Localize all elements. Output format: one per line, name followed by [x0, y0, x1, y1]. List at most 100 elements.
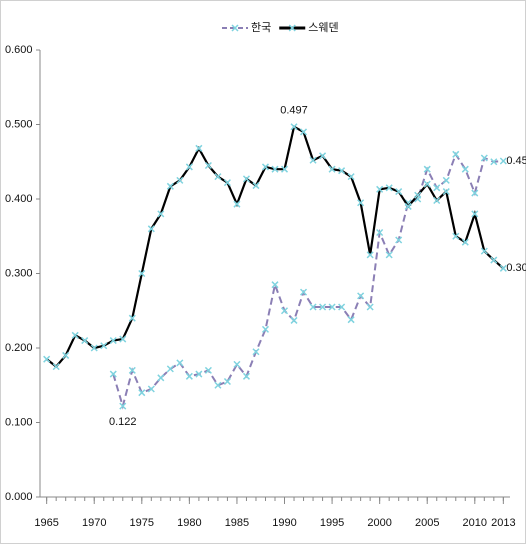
- marker: [499, 264, 507, 272]
- marker: [499, 157, 507, 165]
- marker: [233, 360, 241, 368]
- marker: [157, 374, 165, 382]
- marker: [490, 256, 498, 264]
- marker: [147, 225, 155, 233]
- marker: [147, 385, 155, 393]
- marker: [204, 366, 212, 374]
- marker: [423, 180, 431, 188]
- x-tick-label: 2010: [463, 517, 487, 529]
- marker: [480, 154, 488, 162]
- x-tick-label: 1995: [320, 517, 344, 529]
- marker: [204, 161, 212, 170]
- marker: [280, 307, 289, 315]
- marker: [223, 179, 231, 187]
- marker: [433, 184, 441, 192]
- marker: [157, 210, 165, 218]
- marker: [300, 128, 308, 136]
- marker: [166, 182, 174, 190]
- data-label: 0.451: [506, 155, 526, 167]
- marker: [119, 402, 127, 410]
- marker: [452, 150, 460, 158]
- legend-marker: [288, 24, 296, 32]
- y-tick-label: 0.400: [5, 193, 33, 205]
- marker: [480, 247, 488, 255]
- marker: [366, 303, 374, 311]
- x-tick-label: 1990: [272, 517, 296, 529]
- marker: [290, 316, 298, 324]
- marker: [252, 182, 260, 190]
- marker: [338, 167, 346, 175]
- marker: [490, 158, 498, 166]
- x-tick-label: 1970: [82, 517, 106, 529]
- marker: [404, 202, 412, 210]
- marker: [300, 288, 308, 296]
- marker: [452, 232, 460, 240]
- data-label: 0.307: [506, 262, 526, 274]
- marker: [395, 236, 403, 244]
- marker: [214, 173, 222, 181]
- marker: [471, 189, 479, 197]
- legend-label: 한국: [251, 21, 271, 34]
- marker: [261, 325, 270, 333]
- marker: [43, 355, 51, 363]
- marker: [242, 175, 250, 183]
- marker: [233, 200, 241, 208]
- marker: [366, 251, 374, 259]
- marker: [138, 269, 146, 278]
- marker: [357, 199, 365, 207]
- x-tick-label: 1965: [34, 517, 58, 529]
- marker: [195, 144, 203, 152]
- data-label: 0.122: [109, 416, 137, 428]
- marker: [319, 152, 327, 160]
- marker: [100, 342, 108, 350]
- marker: [52, 363, 60, 371]
- data-label: 0.497: [280, 105, 308, 117]
- marker: [395, 188, 403, 196]
- marker: [242, 372, 250, 380]
- y-tick-label: 0.100: [5, 416, 33, 428]
- marker: [128, 314, 136, 322]
- marker: [81, 337, 89, 345]
- y-tick-label: 0.500: [5, 118, 33, 130]
- marker: [109, 370, 117, 378]
- marker: [62, 351, 70, 359]
- marker: [309, 156, 317, 164]
- marker: [71, 331, 79, 339]
- marker: [347, 173, 355, 181]
- marker: [442, 188, 450, 196]
- marker: [166, 365, 174, 373]
- marker: [290, 123, 298, 131]
- marker: [252, 348, 260, 356]
- marker: [442, 176, 450, 184]
- marker: [185, 163, 193, 171]
- x-tick-label: 2005: [415, 517, 439, 529]
- marker: [223, 377, 231, 386]
- x-tick-label: 2000: [367, 517, 391, 529]
- marker: [461, 165, 469, 173]
- marker: [376, 185, 384, 193]
- marker: [385, 184, 393, 192]
- marker: [185, 372, 193, 380]
- marker: [471, 210, 479, 218]
- marker: [328, 303, 336, 311]
- y-tick-label: 0.200: [5, 342, 33, 354]
- y-tick-label: 0.300: [5, 267, 33, 279]
- marker: [261, 163, 270, 171]
- marker: [176, 176, 184, 184]
- marker: [328, 165, 336, 173]
- marker: [461, 238, 469, 246]
- marker: [271, 281, 279, 289]
- marker: [280, 165, 289, 173]
- x-tick-label: 1985: [225, 517, 249, 529]
- y-tick-label: 0.000: [5, 491, 33, 503]
- marker: [414, 191, 422, 199]
- legend-marker: [231, 24, 239, 32]
- x-tick-label: 1980: [177, 517, 201, 529]
- marker: [271, 165, 279, 173]
- marker: [128, 366, 136, 374]
- marker: [138, 389, 146, 397]
- marker: [90, 344, 98, 352]
- marker: [347, 316, 355, 324]
